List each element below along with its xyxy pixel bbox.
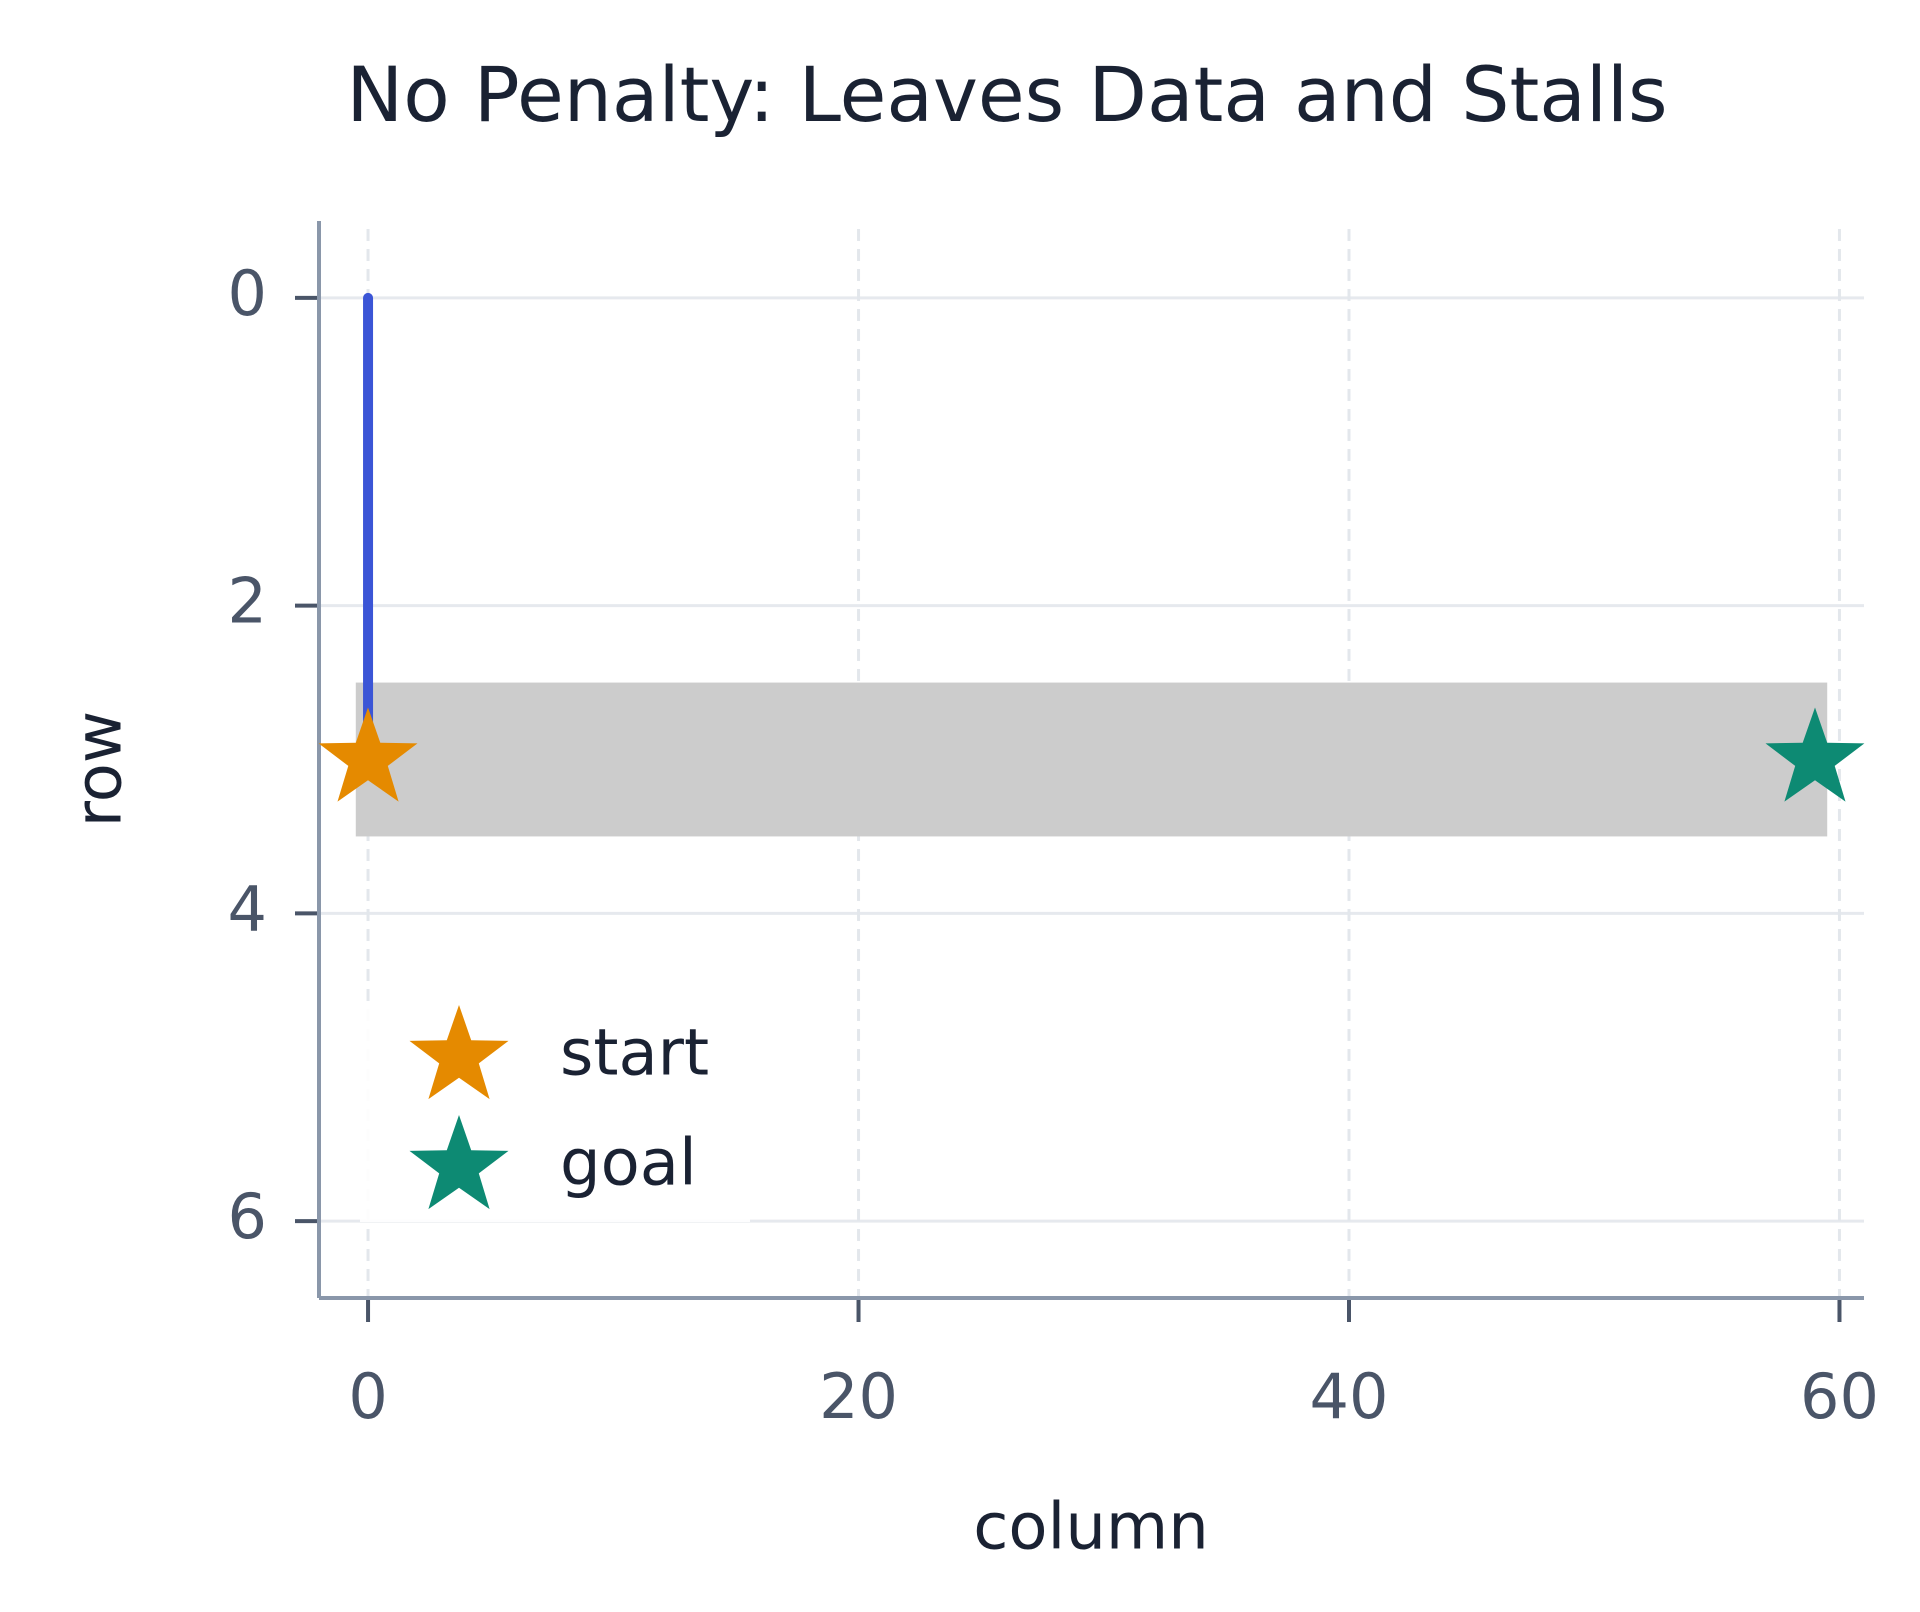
chart-title: No Penalty: Leaves Data and Stalls xyxy=(346,50,1667,139)
legend-label: start xyxy=(560,1017,709,1091)
legend-marker xyxy=(409,1115,509,1210)
legend-label: goal xyxy=(560,1127,697,1201)
y-tick-label: 0 xyxy=(228,257,267,330)
data-band xyxy=(355,682,1828,837)
x-axis-label: column xyxy=(973,1491,1209,1565)
y-tick-label: 4 xyxy=(228,872,267,945)
x-tick-label: 60 xyxy=(1800,1360,1879,1433)
y-axis-label: row xyxy=(63,711,137,827)
y-tick-label: 2 xyxy=(228,565,267,638)
y-tick-label: 6 xyxy=(228,1180,267,1253)
x-tick-label: 0 xyxy=(348,1360,387,1433)
x-tick-label: 40 xyxy=(1310,1360,1389,1433)
x-tick-label: 20 xyxy=(819,1360,898,1433)
legend-marker xyxy=(409,1005,509,1100)
legend-box xyxy=(360,1002,750,1222)
star-marker xyxy=(318,707,418,802)
star-marker xyxy=(1765,707,1865,802)
